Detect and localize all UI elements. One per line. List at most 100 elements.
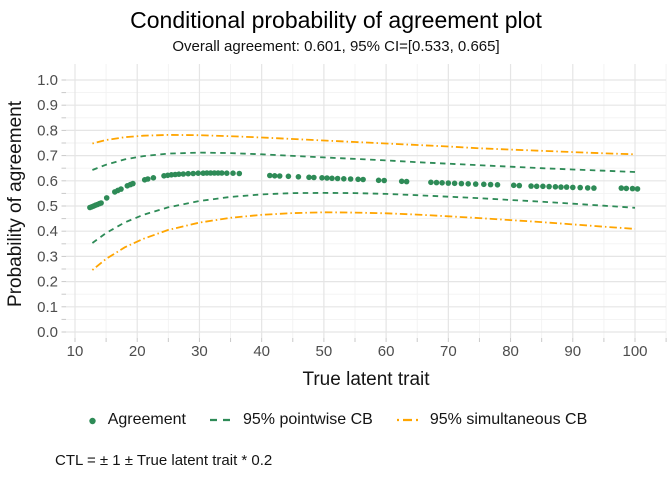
data-point: [190, 170, 196, 177]
data-point: [546, 183, 552, 190]
x-tick-label: 10: [67, 343, 84, 360]
data-point: [195, 170, 201, 176]
data-point: [375, 177, 382, 184]
data-point: [398, 178, 405, 185]
data-point: [634, 186, 641, 192]
chart-title: Conditional probability of agreement plo…: [130, 7, 542, 33]
data-point: [487, 181, 494, 188]
data-point: [145, 176, 151, 182]
data-point: [591, 185, 597, 191]
data-point: [267, 172, 273, 179]
x-tick-label: 40: [253, 343, 270, 360]
data-point: [403, 178, 410, 185]
x-axis-title: True latent trait: [302, 369, 430, 390]
data-point: [176, 171, 182, 177]
y-tick-label: 0.5: [37, 198, 58, 215]
legend-label-simultaneous-cb: 95% simultaneous CB: [429, 411, 588, 428]
x-tick-label: 70: [440, 343, 457, 360]
y-tick-label: 0.1: [37, 299, 58, 316]
chart-subtitle: Overall agreement: 0.601, 95% CI=[0.533,…: [172, 38, 500, 55]
x-tick-label: 60: [378, 343, 395, 360]
data-point: [236, 170, 243, 177]
data-point: [224, 170, 230, 176]
legend: Agreement 95% pointwise CB 95% simultane…: [0, 411, 672, 429]
data-point: [533, 183, 540, 190]
data-point: [629, 185, 636, 192]
y-tick-label: 0.7: [37, 148, 58, 165]
data-point: [311, 174, 317, 181]
data-point: [481, 181, 487, 188]
data-point: [528, 183, 534, 189]
legend-label-agreement: Agreement: [107, 411, 186, 428]
data-point: [428, 179, 434, 186]
data-point: [439, 180, 445, 186]
series-layer: [87, 133, 641, 271]
data-point: [433, 179, 440, 186]
data-point: [130, 180, 136, 187]
data-point: [276, 173, 283, 179]
data-point: [558, 184, 564, 190]
tick-layer: 10 20 30 40 50 60 70 80 90 100 0.0 0.1 0.2 0.3 0.4 0.5 0…: [37, 72, 667, 360]
legend-label-pointwise-cb: 95% pointwise CB: [243, 411, 373, 428]
data-point: [306, 174, 312, 181]
y-tick-label: 1.0: [37, 72, 58, 89]
data-point: [334, 175, 341, 182]
curve-95-pointwise-cb-lower: [91, 191, 636, 244]
data-point: [219, 170, 225, 176]
data-point: [540, 183, 546, 190]
x-tick-label: 100: [622, 343, 647, 360]
data-point: [563, 184, 570, 190]
y-tick-label: 0.0: [37, 324, 58, 341]
pointwise-cb-line-icon: [210, 418, 235, 422]
y-tick-label: 0.8: [37, 122, 58, 139]
data-point: [445, 180, 452, 186]
agreement-point-icon: [89, 417, 96, 424]
data-point: [516, 182, 523, 189]
y-tick-label: 0.6: [37, 173, 58, 190]
data-point: [623, 185, 630, 192]
data-point: [577, 184, 583, 191]
data-point: [360, 176, 366, 183]
y-tick-label: 0.4: [37, 223, 58, 240]
data-point: [185, 170, 191, 177]
x-tick-label: 20: [129, 343, 146, 360]
y-tick-label: 0.9: [37, 97, 58, 114]
data-point: [98, 200, 104, 206]
data-point: [570, 184, 576, 191]
y-axis-title: Probability of agreement: [5, 100, 26, 307]
simultaneous-cb-line-icon: [396, 418, 422, 422]
data-point: [324, 175, 330, 181]
data-point: [451, 180, 458, 187]
legend-item-agreement: Agreement: [85, 411, 186, 429]
data-point: [118, 186, 124, 192]
data-point: [618, 185, 625, 191]
data-point: [584, 185, 591, 191]
data-point: [103, 195, 110, 201]
data-point: [355, 176, 361, 183]
data-point: [271, 173, 278, 179]
data-point: [180, 171, 187, 177]
data-point: [552, 184, 559, 190]
data-point: [230, 170, 236, 176]
y-tick-label: 0.2: [37, 274, 58, 291]
data-point: [381, 177, 388, 184]
data-point: [295, 174, 302, 180]
data-point: [150, 175, 157, 181]
chart-caption: CTL = ± 1 ± True latent trait * 0.2: [55, 452, 273, 469]
x-tick-label: 50: [316, 343, 333, 360]
data-point: [319, 175, 325, 181]
data-point: [465, 181, 472, 187]
data-point: [285, 173, 292, 180]
data-point: [329, 175, 335, 182]
data-point: [510, 182, 517, 189]
x-tick-label: 80: [502, 343, 519, 360]
curve-95-simultaneous-cb-lower: [91, 211, 636, 271]
x-tick-label: 30: [191, 343, 208, 360]
data-point: [494, 182, 501, 188]
data-point: [347, 176, 354, 182]
legend-item-pointwise-cb: 95% pointwise CB: [210, 411, 373, 429]
legend-item-simultaneous-cb: 95% simultaneous CB: [396, 411, 588, 429]
data-point: [341, 176, 347, 182]
